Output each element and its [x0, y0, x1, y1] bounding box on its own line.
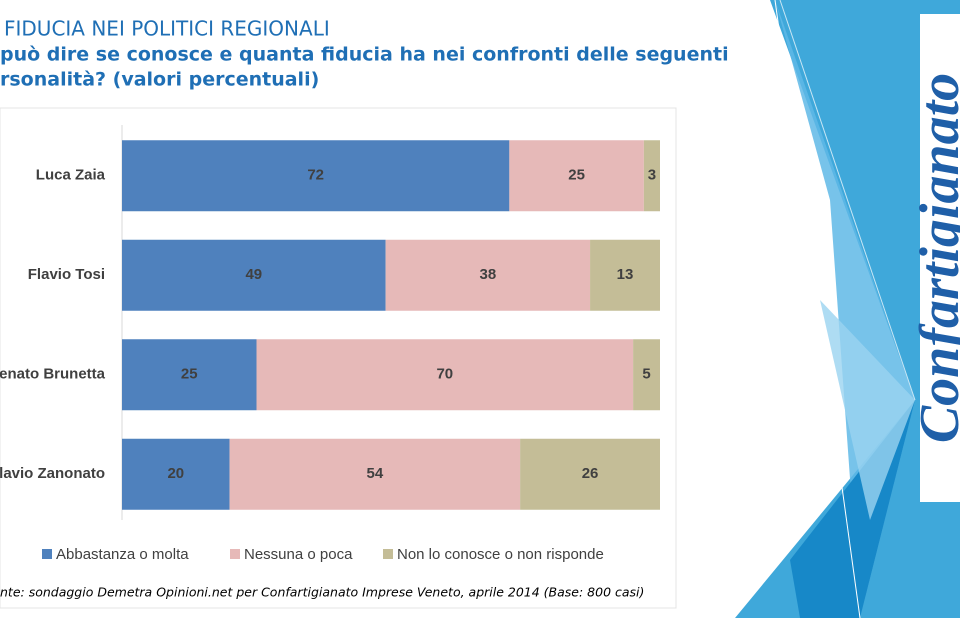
data-label: 13: [617, 266, 634, 283]
data-label: 25: [181, 366, 198, 383]
bar-segment: [122, 339, 257, 411]
data-label: 5: [642, 366, 650, 383]
legend-swatch: [230, 549, 240, 559]
data-label: 20: [167, 465, 184, 482]
y-tick-label: lavio Zanonato: [0, 465, 105, 482]
chart-frame: [0, 107, 677, 609]
bar-segment: [385, 239, 591, 311]
data-label: 3: [648, 167, 656, 184]
bar-segment: [520, 438, 660, 510]
data-label: 70: [436, 366, 453, 383]
y-tick-label: Luca Zaia: [36, 167, 106, 184]
data-label: 25: [568, 167, 585, 184]
bar-segment: [643, 140, 660, 212]
bar-segment: [229, 438, 521, 510]
legend-label: Abbastanza o molta: [56, 546, 189, 563]
subtitle: può dire se conosce e quanta fiducia ha …: [0, 44, 729, 66]
data-label: 26: [582, 465, 599, 482]
decoration: [735, 0, 960, 618]
legend-label: Nessuna o poca: [244, 546, 353, 563]
subtitle: rsonalità? (valori percentuali): [0, 69, 319, 91]
legend-swatch: [42, 549, 52, 559]
logo-text: Confartigianato: [909, 73, 960, 443]
bar-segment: [590, 239, 660, 311]
bar-segment: [633, 339, 660, 411]
bar-segment: [256, 339, 634, 411]
bar-segment: [122, 140, 510, 212]
data-label: 72: [307, 167, 324, 184]
bar-segment: [122, 239, 386, 311]
chart-title: FIDUCIA NEI POLITICI REGIONALI: [4, 17, 330, 41]
data-label: 54: [367, 465, 384, 482]
data-label: 38: [479, 266, 496, 283]
source-note: nte: sondaggio Demetra Opinioni.net per …: [0, 585, 644, 600]
legend-swatch: [383, 549, 393, 559]
bar-segment: [509, 140, 644, 212]
legend-label: Non lo conosce o non risponde: [397, 546, 604, 563]
y-tick-label: Flavio Tosi: [28, 266, 105, 283]
data-label: 49: [245, 266, 262, 283]
bar-segment: [122, 438, 230, 510]
y-tick-label: enato Brunetta: [0, 366, 106, 383]
